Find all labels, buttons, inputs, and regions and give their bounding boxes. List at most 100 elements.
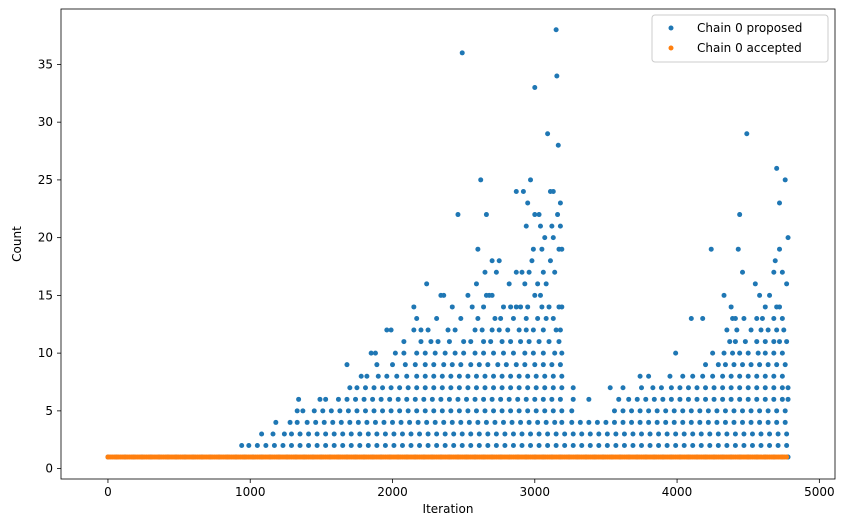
proposed-point — [422, 350, 428, 356]
proposed-point — [737, 212, 743, 218]
proposed-point — [323, 443, 329, 449]
proposed-point — [472, 396, 478, 402]
proposed-point — [466, 419, 472, 425]
proposed-point — [562, 443, 568, 449]
proposed-point — [643, 396, 649, 402]
x-axis-label: Iteration — [423, 502, 474, 516]
proposed-point — [449, 362, 455, 368]
proposed-point — [510, 315, 516, 321]
proposed-point — [500, 304, 506, 310]
proposed-point — [390, 419, 396, 425]
proposed-point — [362, 408, 368, 414]
proposed-point — [740, 408, 746, 414]
proposed-point — [570, 385, 576, 391]
y-axis-label: Count — [10, 226, 24, 262]
proposed-point — [677, 385, 683, 391]
proposed-point — [528, 177, 534, 183]
proposed-point — [472, 327, 478, 333]
proposed-point — [543, 315, 549, 321]
proposed-point — [489, 396, 495, 402]
proposed-point — [721, 350, 727, 356]
proposed-point — [688, 408, 694, 414]
x-tick-label: 2000 — [377, 485, 408, 499]
proposed-point — [495, 362, 501, 368]
proposed-point — [715, 443, 721, 449]
proposed-point — [577, 419, 583, 425]
proposed-point — [424, 281, 430, 287]
proposed-point — [347, 419, 353, 425]
proposed-point — [414, 373, 420, 379]
proposed-point — [771, 339, 777, 345]
proposed-point — [398, 419, 404, 425]
proposed-point — [491, 373, 497, 379]
proposed-point — [549, 362, 555, 368]
proposed-point — [522, 281, 528, 287]
proposed-point — [382, 443, 388, 449]
proposed-point — [744, 131, 750, 137]
proposed-point — [414, 385, 420, 391]
proposed-point — [434, 431, 440, 437]
proposed-point — [508, 385, 514, 391]
x-tick-label: 1000 — [235, 485, 266, 499]
proposed-point — [335, 396, 341, 402]
proposed-point — [785, 396, 791, 402]
proposed-point — [397, 385, 403, 391]
proposed-point — [348, 431, 354, 437]
proposed-point — [728, 373, 734, 379]
proposed-point — [715, 362, 721, 368]
plot-area — [61, 9, 835, 479]
proposed-point — [499, 373, 505, 379]
proposed-point — [724, 431, 730, 437]
proposed-point — [355, 419, 361, 425]
proposed-point — [425, 327, 431, 333]
proposed-point — [388, 385, 394, 391]
proposed-point — [757, 292, 763, 298]
proposed-point — [481, 350, 487, 356]
proposed-point — [681, 443, 687, 449]
proposed-point — [754, 373, 760, 379]
proposed-point — [353, 396, 359, 402]
proposed-point — [417, 431, 423, 437]
proposed-point — [540, 350, 546, 356]
proposed-point — [762, 350, 768, 356]
proposed-point — [535, 315, 541, 321]
proposed-point — [748, 362, 754, 368]
proposed-point — [553, 443, 559, 449]
proposed-point — [297, 431, 303, 437]
proposed-point — [357, 443, 363, 449]
proposed-point — [491, 350, 497, 356]
proposed-point — [509, 419, 515, 425]
proposed-point — [557, 396, 563, 402]
proposed-point — [384, 327, 390, 333]
proposed-point — [714, 419, 720, 425]
proposed-point — [555, 142, 561, 148]
proposed-point — [297, 443, 303, 449]
proposed-point — [745, 396, 751, 402]
proposed-point — [755, 350, 761, 356]
proposed-point — [489, 258, 495, 264]
proposed-point — [779, 373, 785, 379]
proposed-point — [737, 385, 743, 391]
proposed-point — [441, 292, 447, 298]
proposed-point — [570, 431, 576, 437]
proposed-point — [721, 292, 727, 298]
proposed-point — [540, 269, 546, 275]
proposed-point — [461, 339, 467, 345]
proposed-point — [664, 431, 670, 437]
proposed-point — [473, 408, 479, 414]
proposed-point — [448, 408, 454, 414]
proposed-point — [418, 339, 424, 345]
proposed-point — [317, 396, 323, 402]
proposed-point — [656, 443, 662, 449]
proposed-point — [630, 431, 636, 437]
proposed-point — [620, 419, 626, 425]
proposed-point — [728, 396, 734, 402]
proposed-point — [532, 212, 538, 218]
proposed-point — [388, 327, 394, 333]
proposed-point — [387, 396, 393, 402]
proposed-point — [550, 315, 556, 321]
proposed-point — [281, 431, 287, 437]
proposed-point — [587, 443, 593, 449]
proposed-point — [399, 431, 405, 437]
proposed-point — [737, 373, 743, 379]
